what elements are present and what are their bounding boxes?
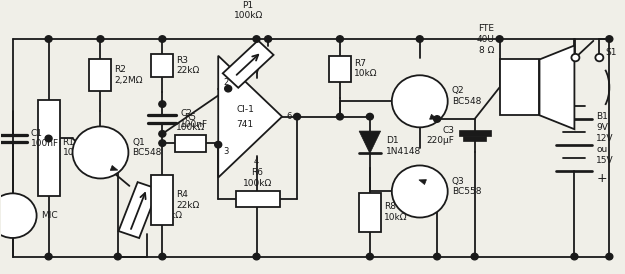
- Circle shape: [416, 36, 423, 42]
- Circle shape: [264, 36, 272, 42]
- Text: +: +: [596, 172, 607, 185]
- Bar: [89, 59, 111, 90]
- Circle shape: [434, 253, 441, 260]
- Circle shape: [159, 101, 166, 107]
- Text: 3: 3: [223, 147, 229, 156]
- Text: MIC: MIC: [42, 211, 58, 220]
- Bar: [499, 59, 539, 115]
- Circle shape: [45, 36, 52, 42]
- Circle shape: [392, 165, 448, 218]
- Text: R8
10kΩ: R8 10kΩ: [384, 202, 408, 222]
- Text: P2
220kΩ: P2 220kΩ: [153, 200, 182, 220]
- Circle shape: [571, 54, 579, 61]
- Circle shape: [215, 141, 222, 148]
- Polygon shape: [218, 56, 282, 178]
- Circle shape: [45, 135, 52, 142]
- Circle shape: [114, 253, 121, 260]
- Bar: [464, 136, 486, 141]
- Text: 741: 741: [236, 119, 254, 129]
- Bar: [236, 190, 280, 207]
- Text: R6
100kΩ: R6 100kΩ: [243, 168, 272, 188]
- Circle shape: [571, 253, 578, 260]
- Circle shape: [72, 126, 128, 178]
- Bar: [359, 193, 381, 232]
- Text: FTE
40U
8 Ω: FTE 40U 8 Ω: [477, 24, 494, 55]
- Bar: [151, 175, 173, 225]
- Bar: [222, 41, 274, 88]
- Circle shape: [253, 36, 260, 42]
- Text: C3
220µF: C3 220µF: [427, 126, 454, 145]
- Circle shape: [336, 36, 343, 42]
- Bar: [119, 182, 158, 238]
- Circle shape: [366, 113, 373, 120]
- Circle shape: [159, 36, 166, 42]
- Polygon shape: [539, 45, 574, 129]
- Circle shape: [159, 253, 166, 260]
- Text: S1: S1: [606, 48, 617, 58]
- Text: B1
9V
12V
ou
15V: B1 9V 12V ou 15V: [596, 112, 614, 165]
- Text: R2
2,2MΩ: R2 2,2MΩ: [114, 65, 143, 84]
- Circle shape: [253, 253, 260, 260]
- Text: R3
22kΩ: R3 22kΩ: [176, 56, 199, 75]
- Circle shape: [392, 75, 448, 127]
- Text: R5
100kΩ: R5 100kΩ: [176, 113, 205, 132]
- Bar: [174, 135, 206, 152]
- Text: C1
100nF: C1 100nF: [31, 129, 59, 148]
- Bar: [38, 100, 59, 196]
- Polygon shape: [419, 180, 426, 184]
- Polygon shape: [359, 131, 381, 153]
- Text: P1
100kΩ: P1 100kΩ: [234, 1, 262, 21]
- Bar: [329, 56, 351, 82]
- Circle shape: [294, 113, 301, 120]
- Circle shape: [496, 36, 503, 42]
- Text: 7: 7: [254, 67, 259, 76]
- Polygon shape: [110, 165, 118, 170]
- Circle shape: [606, 36, 613, 42]
- Circle shape: [434, 116, 441, 122]
- Text: Q2
BC548: Q2 BC548: [452, 86, 481, 106]
- Circle shape: [159, 140, 166, 146]
- Text: Q3
BC558: Q3 BC558: [452, 176, 481, 196]
- Bar: [151, 54, 173, 77]
- Text: 2: 2: [223, 78, 229, 87]
- Polygon shape: [429, 114, 437, 119]
- Text: R7
10kΩ: R7 10kΩ: [354, 59, 377, 78]
- Text: R4
22kΩ: R4 22kΩ: [176, 190, 199, 210]
- Text: D1
1N4148: D1 1N4148: [386, 136, 421, 156]
- Circle shape: [606, 253, 613, 260]
- Text: C2
100nF: C2 100nF: [180, 109, 208, 129]
- Circle shape: [366, 253, 373, 260]
- Circle shape: [225, 85, 232, 92]
- Text: 4: 4: [254, 158, 259, 167]
- Bar: [459, 130, 491, 136]
- Circle shape: [159, 131, 166, 137]
- Circle shape: [45, 253, 52, 260]
- Circle shape: [336, 113, 343, 120]
- Circle shape: [471, 253, 478, 260]
- Circle shape: [97, 36, 104, 42]
- Text: Q1
BC548: Q1 BC548: [132, 138, 162, 157]
- Circle shape: [0, 193, 37, 238]
- Text: R1
10kΩ: R1 10kΩ: [62, 138, 86, 158]
- Text: 6: 6: [286, 112, 291, 121]
- Circle shape: [596, 54, 603, 61]
- Text: CI-1: CI-1: [236, 105, 254, 114]
